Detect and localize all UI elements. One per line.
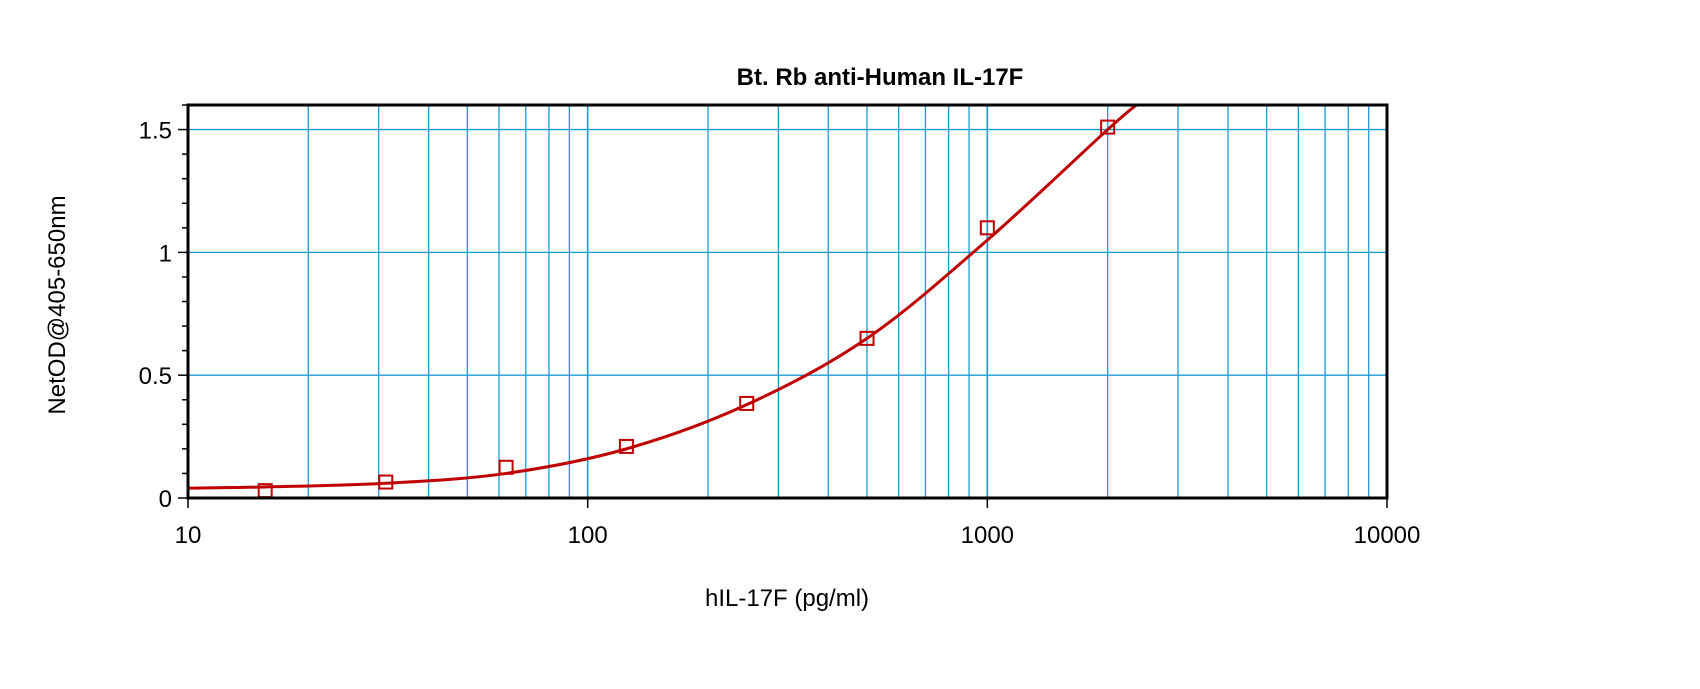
- x-tick-label: 10: [175, 522, 202, 549]
- data-points: [257, 119, 1116, 499]
- x-tick-label: 100: [568, 522, 608, 549]
- y-tick-label: 1: [159, 240, 172, 267]
- data-point: [979, 220, 995, 236]
- x-tick-label: 1000: [961, 522, 1014, 549]
- y-tick-label: 0.5: [139, 363, 172, 390]
- x-tick-labels: 10 100 1000 10000: [175, 522, 1421, 549]
- fit-curve: [187, 103, 1138, 490]
- data-point: [859, 330, 875, 346]
- data-point: [618, 438, 634, 454]
- data-point: [378, 474, 394, 490]
- data-point: [1100, 119, 1116, 135]
- data-point: [498, 459, 514, 475]
- x-tick-label: 10000: [1354, 522, 1421, 549]
- x-axis-label: hIL-17F (pg/ml): [705, 585, 869, 612]
- plot-frame: [186, 103, 1389, 500]
- minor-ticks: [178, 104, 1388, 508]
- chart-title: Bt. Rb anti-Human IL-17F: [737, 64, 1024, 91]
- data-point: [739, 395, 755, 411]
- y-axis-label: NetOD@405-650nm: [44, 195, 71, 414]
- grid: [188, 105, 1387, 498]
- y-tick-label: 1.5: [139, 118, 172, 145]
- y-tick-label: 0: [159, 486, 172, 513]
- y-tick-labels: 0 0.5 1 1.5: [139, 118, 172, 513]
